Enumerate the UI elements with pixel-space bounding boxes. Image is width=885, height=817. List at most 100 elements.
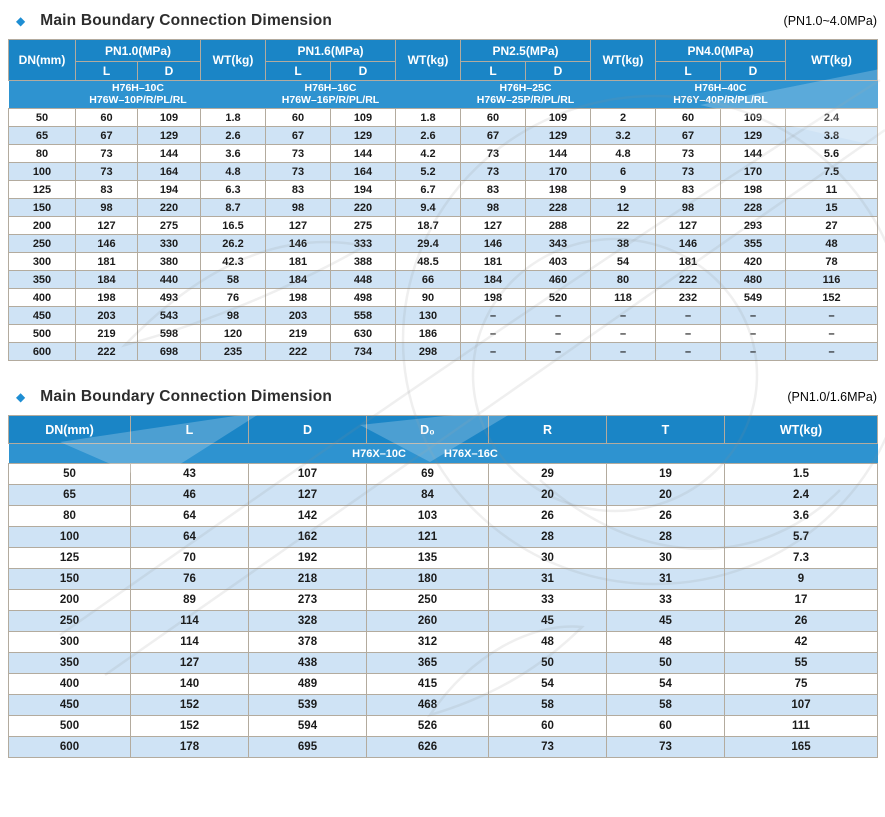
table-cell: 219 <box>265 324 331 343</box>
table-cell: 130 <box>395 306 461 325</box>
table-cell: 109 <box>137 108 201 127</box>
table-cell: 698 <box>137 342 201 361</box>
table-cell: 192 <box>248 547 367 569</box>
table-cell: 184 <box>265 270 331 289</box>
col-header-d0: D₀ <box>366 415 489 444</box>
col-header-l2: L <box>265 61 331 81</box>
table-cell: 198 <box>525 180 591 199</box>
table-cell: 480 <box>720 270 786 289</box>
table-cell: 98 <box>75 198 138 217</box>
table-cell: 181 <box>460 252 526 271</box>
table-cell: 180 <box>366 568 489 590</box>
table-cell: 2.4 <box>724 484 878 506</box>
table-cell: 100 <box>8 526 131 548</box>
table-cell: 273 <box>248 589 367 611</box>
table-row: 300 114 378 312 48 48 42 <box>8 631 878 653</box>
table-cell: 80 <box>8 505 131 527</box>
table-cell: 493 <box>137 288 201 307</box>
table-row: 100 64 162 121 28 28 5.7 <box>8 526 878 548</box>
table-cell: 3.8 <box>785 126 878 145</box>
table-row: 200 127 275 16.5 127 275 18.7 127 288 22 127 293 27 <box>8 216 878 235</box>
table-cell: 181 <box>265 252 331 271</box>
table-cell: 228 <box>525 198 591 217</box>
table-row: 65 46 127 84 20 20 2.4 <box>8 484 878 506</box>
header-group-row: DN(mm) PN1.0(MPa) WT(kg) PN1.6(MPa) WT(k… <box>8 39 878 81</box>
table-cell: 50 <box>488 652 607 674</box>
table-cell: 50 <box>8 463 131 485</box>
model-group-pn40: H76H–40C H76Y–40P/R/PL/RL <box>655 80 786 109</box>
table-cell: 67 <box>265 126 331 145</box>
table-cell: 378 <box>248 631 367 653</box>
table-cell: 125 <box>8 180 76 199</box>
table-cell: 9 <box>590 180 656 199</box>
table-cell: 80 <box>8 144 76 163</box>
table-cell: 58 <box>606 694 725 716</box>
table-cell: 15 <box>785 198 878 217</box>
table-cell: 73 <box>655 162 721 181</box>
col-header-d2: D <box>330 61 396 81</box>
table-row: 80 73 144 3.6 73 144 4.2 73 144 4.8 73 144 5.6 <box>8 144 878 163</box>
col-header-t: T <box>606 415 725 444</box>
table-cell: – <box>720 324 786 343</box>
table-cell: – <box>525 324 591 343</box>
table-cell: 380 <box>137 252 201 271</box>
table-cell: 350 <box>8 270 76 289</box>
col-header-l3: L <box>460 61 526 81</box>
col-header-pn25: PN2.5(MPa) <box>460 39 591 62</box>
col-header-pn16: PN1.6(MPa) <box>265 39 396 62</box>
table-cell: 250 <box>8 610 131 632</box>
table-cell: 30 <box>488 547 607 569</box>
table-cell: 42 <box>724 631 878 653</box>
table-cell: 543 <box>137 306 201 325</box>
table-cell: 415 <box>366 673 489 695</box>
table-cell: 129 <box>720 126 786 145</box>
table-cell: 7.3 <box>724 547 878 569</box>
table-cell: 48 <box>488 631 607 653</box>
table-cell: 7.5 <box>785 162 878 181</box>
table-row: 200 89 273 250 33 33 17 <box>8 589 878 611</box>
table-cell: 526 <box>366 715 489 737</box>
table-cell: 18.7 <box>395 216 461 235</box>
table-row: 100 73 164 4.8 73 164 5.2 73 170 6 73 170 7.5 <box>8 162 878 181</box>
table-cell: 83 <box>460 180 526 199</box>
table-cell: 222 <box>655 270 721 289</box>
table-row: 600 222 698 235 222 734 298– – – – – – <box>8 342 878 361</box>
table-cell: 20 <box>488 484 607 506</box>
table-cell: 98 <box>460 198 526 217</box>
table-cell: 58 <box>488 694 607 716</box>
table-cell: 76 <box>130 568 249 590</box>
table-cell: 54 <box>488 673 607 695</box>
table-cell: 4.8 <box>200 162 266 181</box>
table-cell: 28 <box>606 526 725 548</box>
col-header-d: D <box>248 415 367 444</box>
table-cell: 298 <box>395 342 461 361</box>
table-cell: 58 <box>200 270 266 289</box>
table-cell: 48.5 <box>395 252 461 271</box>
model-group-pn25: H76H–25C H76W–25P/R/PL/RL <box>460 80 591 109</box>
table-cell: 83 <box>75 180 138 199</box>
col-header-l1: L <box>75 61 138 81</box>
table-cell: 48 <box>785 234 878 253</box>
table-cell: 69 <box>366 463 489 485</box>
table-row: 250 146 330 26.2 146 333 29.4 146 343 38 146 355 48 <box>8 234 878 253</box>
table-cell: 73 <box>265 144 331 163</box>
table-cell: 200 <box>8 216 76 235</box>
table-row: 125 70 192 135 30 30 7.3 <box>8 547 878 569</box>
table-cell: 26.2 <box>200 234 266 253</box>
table-cell: 4.2 <box>395 144 461 163</box>
table-cell: 6.3 <box>200 180 266 199</box>
table-cell: – <box>655 342 721 361</box>
table-cell: 203 <box>75 306 138 325</box>
table-cell: 27 <box>785 216 878 235</box>
table-cell: 111 <box>724 715 878 737</box>
table-cell: 50 <box>606 652 725 674</box>
model-band-blank <box>395 80 461 109</box>
table-cell: 355 <box>720 234 786 253</box>
table-cell: 75 <box>724 673 878 695</box>
table-cell: 468 <box>366 694 489 716</box>
model-band-blank <box>590 80 656 109</box>
table-cell: 152 <box>130 694 249 716</box>
table-cell: 29.4 <box>395 234 461 253</box>
table-cell: 22 <box>590 216 656 235</box>
table-cell: 76 <box>200 288 266 307</box>
